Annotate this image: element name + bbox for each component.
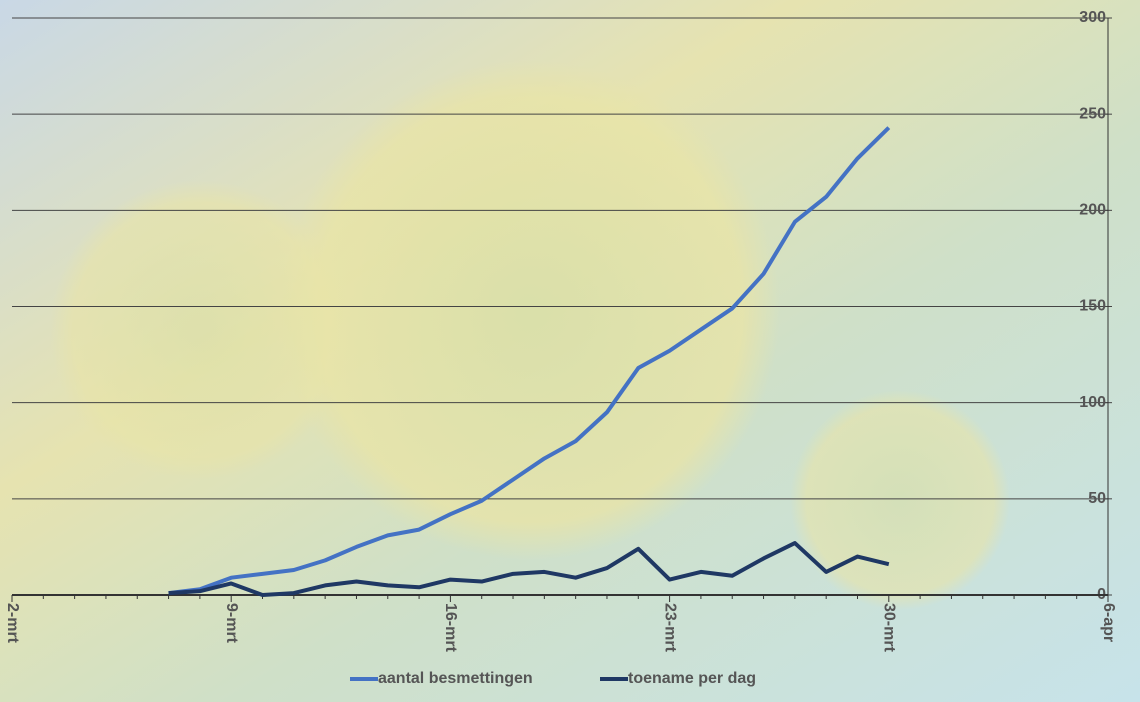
series-line [168, 541, 890, 597]
y-tick-label: 200 [1079, 202, 1106, 219]
y-tick-label: 50 [1088, 490, 1106, 507]
y-tick-label: 100 [1079, 394, 1106, 411]
series-line [168, 126, 891, 596]
decoration [50, 180, 350, 480]
decoration [790, 390, 1010, 610]
legend-label: toename per dag [628, 670, 756, 687]
x-tick-label: 2-mrt [4, 603, 21, 644]
x-tick-label: 9-mrt [223, 603, 240, 644]
legend-label: aantal besmettingen [378, 670, 533, 687]
y-tick-label: 250 [1079, 105, 1106, 122]
x-tick-label: 16-mrt [442, 603, 459, 653]
x-tick-label: 6-apr [1100, 603, 1117, 642]
y-tick-label: 150 [1079, 298, 1106, 315]
y-tick-label: 300 [1079, 9, 1106, 26]
decoration [280, 60, 780, 560]
x-tick-label: 30-mrt [881, 603, 898, 653]
x-tick-label: 23-mrt [661, 603, 678, 653]
